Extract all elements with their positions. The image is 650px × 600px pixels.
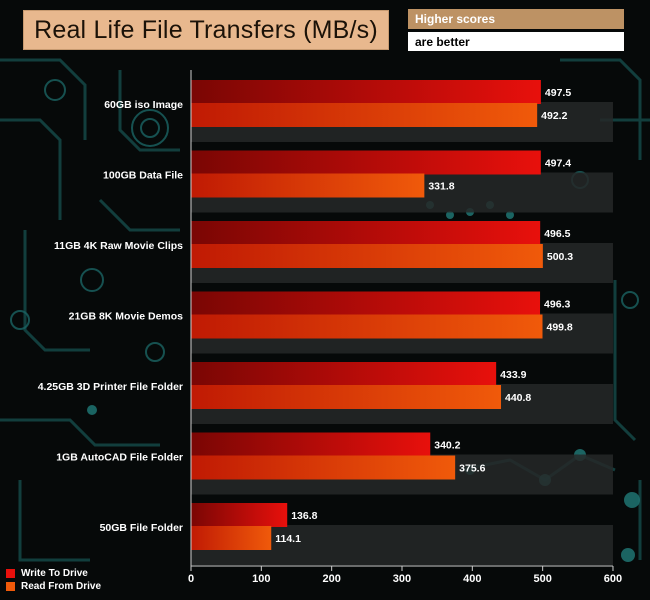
data-label: 433.9 [500, 369, 526, 381]
data-label: 496.5 [544, 228, 570, 240]
x-tick-label: 0 [188, 573, 194, 585]
are-better-note: are better [408, 32, 624, 51]
data-label: 114.1 [275, 533, 301, 545]
write-bar [191, 291, 541, 316]
category-label: 1GB AutoCAD File Folder [56, 452, 183, 464]
legend-swatch-write [6, 569, 15, 578]
write-bar [191, 362, 497, 386]
data-label: 500.3 [547, 251, 573, 263]
category-label: 60GB iso Image [104, 99, 183, 111]
x-tick-label: 200 [322, 573, 340, 585]
read-bar [191, 385, 502, 409]
read-bar [191, 526, 272, 550]
data-label: 340.2 [434, 440, 460, 452]
write-bar [191, 80, 541, 104]
category-label: 21GB 8K Movie Demos [69, 311, 184, 323]
read-bar [191, 244, 543, 268]
x-tick-label: 400 [463, 573, 481, 585]
read-bar [191, 173, 425, 198]
data-label: 440.8 [505, 392, 531, 404]
x-tick-label: 300 [393, 573, 411, 585]
category-label: 11GB 4K Raw Movie Clips [54, 240, 183, 252]
category-label: 100GB Data File [103, 170, 183, 182]
x-tick-label: 600 [604, 573, 622, 585]
write-bar [191, 503, 288, 527]
data-label: 331.8 [428, 181, 454, 193]
legend-label-write: Write To Drive [21, 568, 88, 579]
legend: Write To Drive Read From Drive [6, 567, 101, 593]
legend-label-read: Read From Drive [21, 581, 102, 592]
x-tick-label: 100 [252, 573, 270, 585]
write-bar [191, 150, 541, 175]
chart-title-box: Real Life File Transfers (MB/s) [23, 10, 389, 50]
data-label: 497.5 [545, 87, 571, 99]
legend-swatch-read [6, 582, 15, 591]
read-bar [191, 455, 456, 480]
data-label: 497.4 [545, 158, 571, 170]
category-label: 4.25GB 3D Printer File Folder [38, 381, 183, 393]
read-bar [191, 103, 538, 127]
data-label: 496.3 [544, 299, 570, 311]
data-label: 375.6 [459, 463, 485, 475]
data-label: 492.2 [541, 110, 567, 122]
data-label: 499.8 [547, 322, 573, 334]
category-label: 50GB File Folder [100, 522, 183, 534]
write-bar [191, 221, 541, 245]
read-bar [191, 314, 543, 339]
chart-title: Real Life File Transfers (MB/s) [34, 15, 378, 44]
x-tick-label: 500 [533, 573, 551, 585]
legend-item-write: Write To Drive [6, 567, 101, 580]
write-bar [191, 432, 431, 457]
higher-scores-note: Higher scores [408, 9, 624, 29]
data-label: 136.8 [291, 510, 317, 522]
legend-item-read: Read From Drive [6, 580, 101, 593]
